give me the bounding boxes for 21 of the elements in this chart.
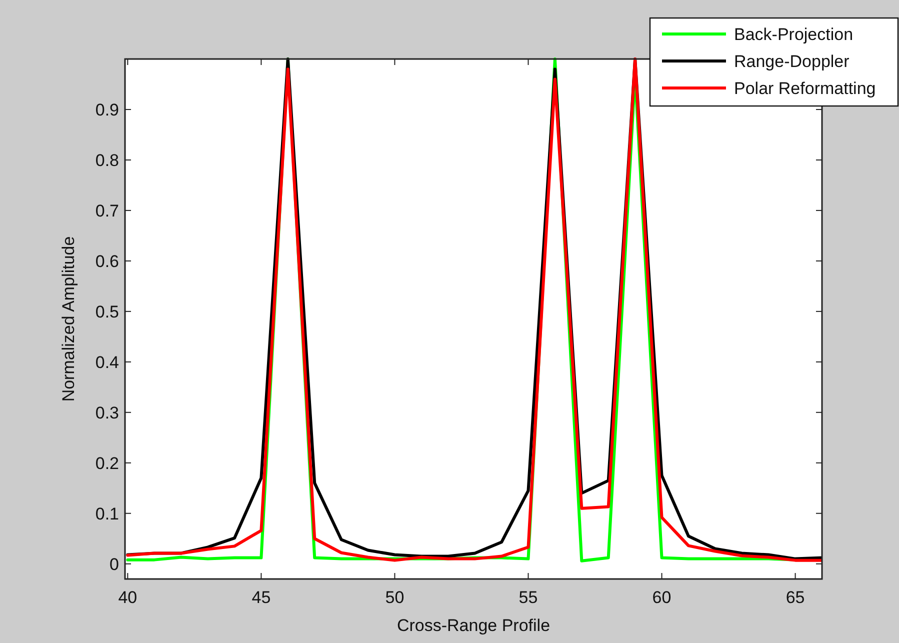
- legend-label: Polar Reformatting: [734, 79, 876, 98]
- y-tick-label: 0.9: [95, 100, 119, 120]
- legend-label: Back-Projection: [734, 25, 854, 44]
- x-tick-label: 40: [118, 588, 138, 607]
- x-tick-label: 60: [652, 588, 672, 607]
- y-tick-label: 0.1: [95, 504, 119, 524]
- y-tick-label: 0.4: [95, 352, 119, 372]
- x-tick-label: 50: [385, 588, 404, 607]
- y-tick-label: 0.3: [95, 403, 119, 422]
- y-axis-title: Normalized Amplitude: [59, 236, 78, 402]
- y-tick-label: 0.7: [95, 201, 119, 220]
- x-axis-title: Cross-Range Profile: [396, 616, 550, 635]
- y-tick-label: 0.2: [95, 454, 119, 473]
- y-tick-label: 0.5: [95, 302, 119, 322]
- x-tick-label: 55: [518, 588, 538, 607]
- y-tick-label: 0: [110, 554, 119, 574]
- x-tick-label: 45: [252, 588, 271, 607]
- y-tick-label: 0.6: [95, 252, 119, 271]
- y-tick-label: 0.8: [95, 150, 119, 170]
- x-tick-label: 65: [786, 588, 805, 607]
- legend-label: Range-Doppler: [734, 52, 850, 71]
